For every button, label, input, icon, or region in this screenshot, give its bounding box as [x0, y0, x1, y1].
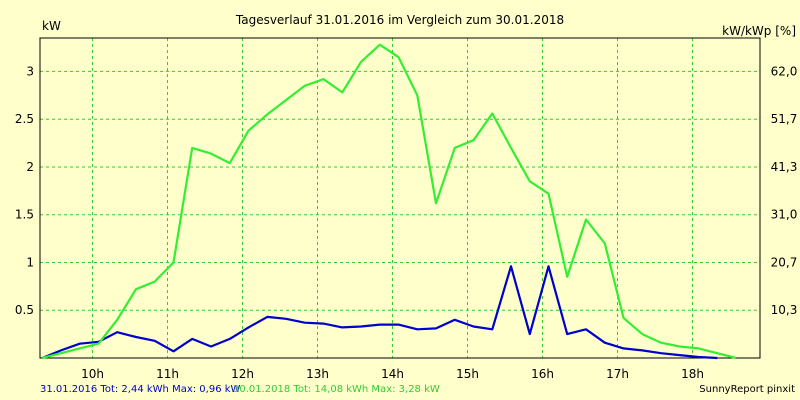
x-tick-label: 18h — [681, 367, 704, 381]
axes — [39, 37, 761, 359]
y-tick-label-right: 31,0 — [771, 208, 798, 222]
footer-series-1: 31.01.2016 Tot: 2,44 kWh Max: 0,96 kW — [40, 384, 241, 395]
y-tick-label-left: 1.5 — [15, 208, 34, 222]
plot-frame — [39, 37, 761, 359]
footer-series-2: 30.01.2018 Tot: 14,08 kWh Max: 3,28 kW — [233, 384, 440, 395]
x-tick-label: 15h — [456, 367, 479, 381]
x-tick-label: 11h — [156, 367, 179, 381]
y-tick-label-right: 10,3 — [771, 303, 798, 317]
x-tick-label: 14h — [381, 367, 404, 381]
y-tick-label-left: 2 — [26, 160, 34, 174]
y-axis-label-left: kW — [42, 19, 61, 33]
x-tick-label: 16h — [531, 367, 554, 381]
y-tick-label-left: 0.5 — [15, 303, 34, 317]
tick-labels: 10h 11h 12h 13h 14h 15h 16h 17h 18h 0.5 10,3 1 20,7 1… — [15, 64, 797, 381]
x-tick-label: 12h — [231, 367, 254, 381]
x-tick-label: 13h — [306, 367, 329, 381]
y-tick-label-right: 41,3 — [771, 160, 798, 174]
y-tick-label-right: 62,0 — [771, 64, 798, 78]
x-tick-label: 10h — [81, 367, 104, 381]
y-tick-label-left: 2.5 — [15, 112, 34, 126]
y-tick-label-right: 51,7 — [771, 112, 798, 126]
y-tick-label-left: 1 — [26, 255, 34, 269]
footer-credit: SunnyReport pinxit — [699, 384, 795, 395]
series-lines — [41, 43, 737, 360]
series-line-1 — [41, 265, 718, 360]
grid — [40, 38, 760, 358]
x-tick-label: 17h — [606, 367, 629, 381]
series-line-2 — [41, 43, 737, 360]
y-tick-label-left: 3 — [26, 64, 34, 78]
y-axis-label-right: kW/kWp [%] — [722, 24, 796, 38]
chart-title: Tagesverlauf 31.01.2016 im Vergleich zum… — [235, 13, 564, 27]
y-tick-label-right: 20,7 — [771, 255, 798, 269]
